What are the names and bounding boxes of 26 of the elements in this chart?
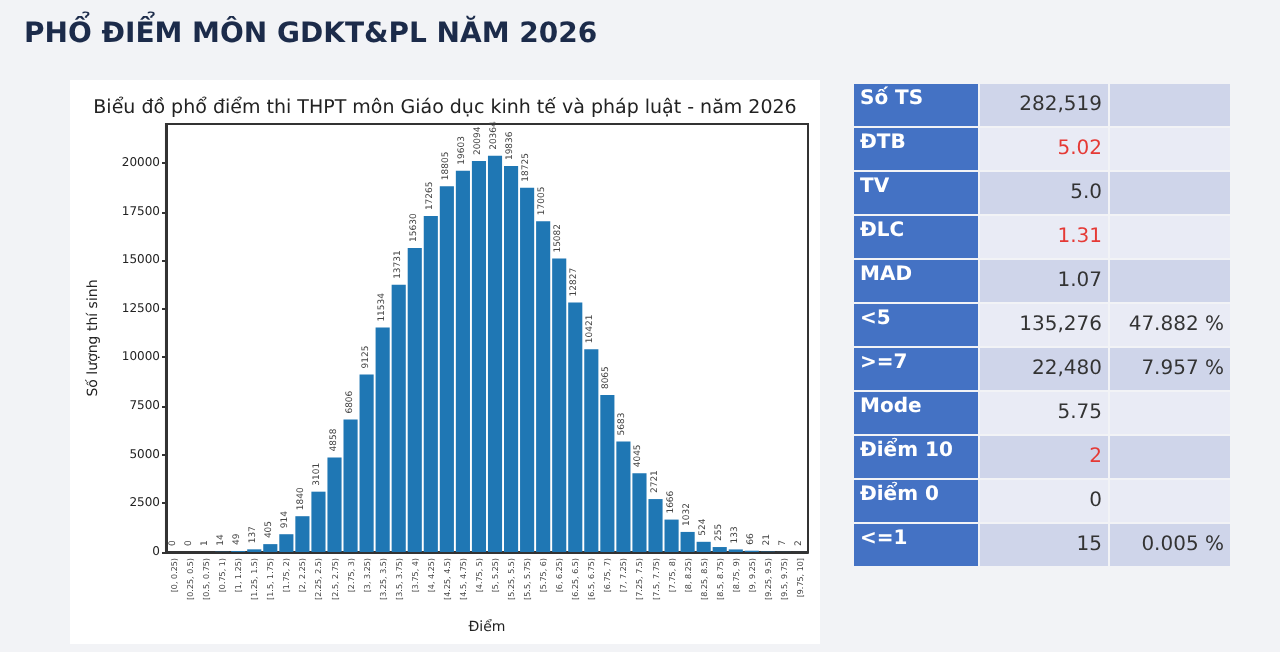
category-label: >=7	[860, 352, 908, 374]
category-label: MAD	[860, 264, 912, 286]
text: 0.005 %	[1141, 534, 1224, 556]
category-label: Điểm 0	[860, 484, 939, 506]
category-label: Điểm 10	[860, 440, 953, 462]
category-label: <=1	[860, 528, 908, 550]
chart-subtitle: Biểu đồ phổ điểm thi THPT môn Giáo dục kinh tế và pháp luật - năm 2026	[93, 95, 797, 119]
text: 0	[1089, 490, 1102, 512]
category-label: ĐTB	[860, 132, 906, 154]
text: 22,480	[1032, 358, 1102, 380]
text: 1.31	[1057, 226, 1102, 248]
category-label: Số TS	[860, 88, 924, 110]
text: 282,519	[1019, 94, 1102, 116]
text: 47.882 %	[1128, 314, 1224, 336]
text: 135,276	[1019, 314, 1102, 336]
category-label: ĐLC	[860, 220, 905, 242]
category-label: Mode	[860, 396, 922, 418]
text: 7.957 %	[1141, 358, 1224, 380]
text: 2	[1089, 446, 1102, 468]
text: 5.02	[1057, 138, 1102, 160]
text: 15	[1076, 534, 1102, 556]
text: 5.75	[1057, 402, 1102, 424]
category-label: TV	[860, 176, 890, 198]
text: 5.0	[1070, 182, 1102, 204]
category-label: <5	[860, 308, 891, 330]
text: 1.07	[1057, 270, 1102, 292]
